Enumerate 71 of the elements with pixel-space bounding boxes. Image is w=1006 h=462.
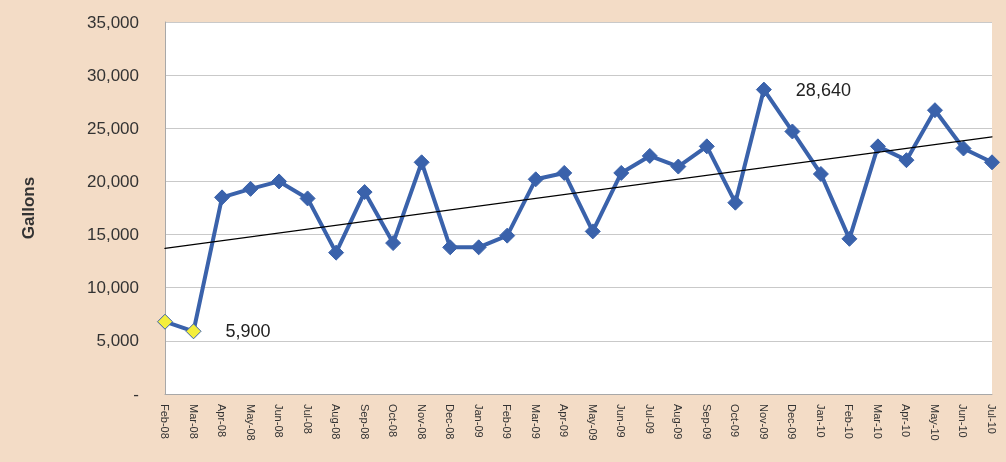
x-tick-label: Apr-09 bbox=[558, 404, 571, 438]
point bbox=[869, 138, 886, 155]
point bbox=[470, 239, 487, 256]
point bbox=[157, 313, 173, 330]
point bbox=[812, 165, 829, 182]
x-tick-label: Aug-09 bbox=[672, 404, 685, 440]
y-tick-label: 30,000 bbox=[87, 65, 139, 85]
point bbox=[670, 158, 687, 175]
x-tick-label: Oct-08 bbox=[387, 404, 400, 438]
x-tick-label: Oct-09 bbox=[729, 404, 742, 438]
x-tick-label: Jul-09 bbox=[643, 404, 656, 434]
x-tick-label: Feb-10 bbox=[843, 404, 856, 439]
y-tick-label: 5,000 bbox=[96, 331, 139, 351]
point bbox=[955, 140, 972, 157]
x-tick-label: Jan-10 bbox=[814, 404, 827, 438]
point bbox=[499, 227, 516, 244]
x-tick-label: Mar-10 bbox=[871, 404, 884, 439]
x-tick-label: Jun-10 bbox=[957, 404, 970, 438]
point bbox=[984, 154, 1000, 171]
point bbox=[613, 164, 630, 181]
x-tick-label: Mar-08 bbox=[187, 404, 200, 439]
point bbox=[299, 190, 316, 207]
y-tick-label: 10,000 bbox=[87, 278, 139, 298]
point bbox=[527, 171, 544, 188]
point bbox=[356, 184, 373, 201]
point bbox=[214, 189, 231, 206]
data-label: 28,640 bbox=[795, 79, 851, 100]
x-tick-label: Jul-08 bbox=[301, 404, 314, 434]
point bbox=[841, 230, 858, 247]
y-tick-label: - bbox=[133, 384, 139, 404]
point bbox=[328, 244, 345, 261]
x-tick-label: Apr-08 bbox=[216, 404, 229, 438]
x-tick-label: Jul-10 bbox=[986, 404, 998, 434]
x-tick-label: May-08 bbox=[244, 404, 257, 441]
x-tick-label: Jan-09 bbox=[472, 404, 485, 438]
point bbox=[698, 138, 715, 155]
x-tick-label: Mar-09 bbox=[529, 404, 542, 439]
point bbox=[926, 102, 943, 119]
x-tick-label: Nov-08 bbox=[415, 404, 428, 440]
x-tick-label: Jun-08 bbox=[273, 404, 286, 438]
x-tick-label: Dec-09 bbox=[786, 404, 799, 440]
x-tick-label: Aug-08 bbox=[330, 404, 343, 440]
point bbox=[242, 180, 259, 197]
point bbox=[185, 323, 202, 340]
x-tick-label: Apr-10 bbox=[900, 404, 913, 438]
x-tick-label: Dec-08 bbox=[444, 404, 457, 440]
point bbox=[584, 223, 601, 240]
y-tick-label: 20,000 bbox=[87, 171, 139, 191]
point bbox=[755, 81, 772, 98]
x-tick-label: Nov-09 bbox=[757, 404, 770, 440]
y-axis-title: Gallons bbox=[19, 176, 38, 240]
y-tick-label: 15,000 bbox=[87, 225, 139, 245]
point bbox=[727, 194, 744, 211]
x-tick-label: May-09 bbox=[586, 404, 599, 441]
x-tick-label: Sep-08 bbox=[358, 404, 371, 440]
point bbox=[898, 152, 915, 169]
x-tick-label: Feb-08 bbox=[159, 404, 171, 439]
point bbox=[442, 239, 459, 256]
x-tick-label: Sep-09 bbox=[700, 404, 713, 440]
point bbox=[641, 147, 658, 164]
y-tick-label: 25,000 bbox=[87, 118, 139, 138]
data-label: 5,900 bbox=[225, 321, 271, 342]
x-tick-label: Feb-09 bbox=[501, 404, 514, 439]
y-tick-label: 35,000 bbox=[87, 12, 139, 32]
point bbox=[385, 235, 402, 252]
point bbox=[784, 123, 801, 140]
point bbox=[413, 154, 430, 171]
x-tick-label: Jun-09 bbox=[615, 404, 628, 438]
point bbox=[556, 164, 573, 181]
x-tick-label: May-10 bbox=[928, 404, 941, 441]
point bbox=[271, 173, 288, 190]
